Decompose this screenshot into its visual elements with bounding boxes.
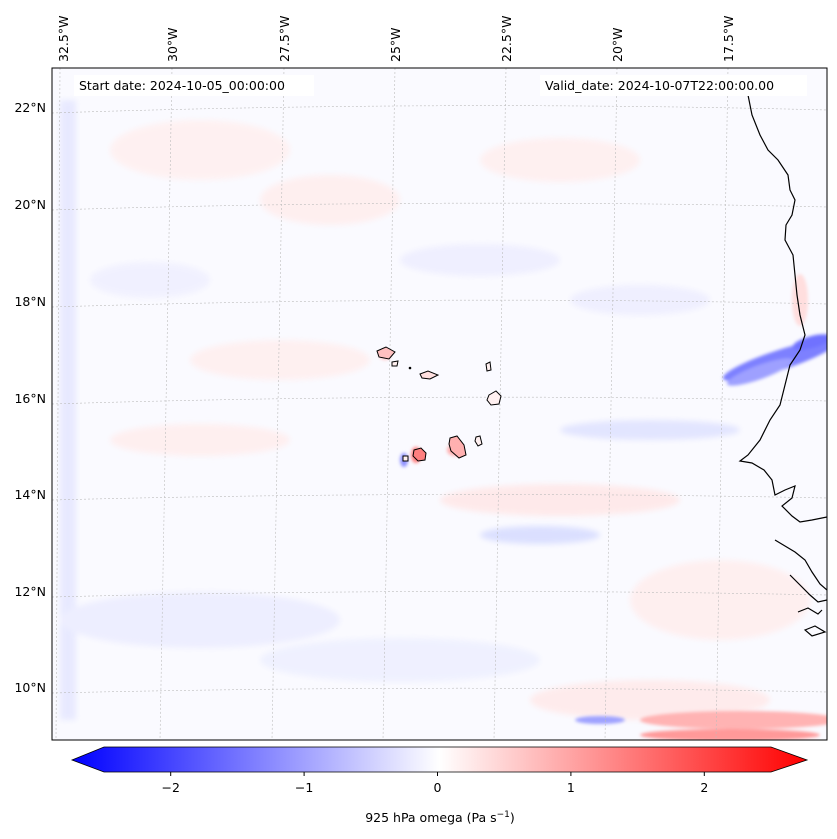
island-sal <box>485 361 492 372</box>
island-maio <box>474 435 483 447</box>
island-sao-nicolau <box>419 370 440 380</box>
island-fogo <box>412 447 427 462</box>
map-panel: Start date: 2024-10-05_00:00:00 Valid_da… <box>14 16 828 741</box>
colorbar-tick-label: −1 <box>295 780 313 795</box>
omega-field <box>52 68 827 740</box>
valid-date-label: Valid_date: 2024-10-07T22:00:00.00 <box>545 78 774 93</box>
lon-label: 25°W <box>388 27 403 62</box>
island-brava <box>402 455 409 462</box>
island-santo-antao <box>376 346 396 360</box>
colorbar-tick-label: 0 <box>434 780 442 795</box>
lat-label: 16°N <box>14 391 46 406</box>
colorbar: −2 −1 0 1 2 925 hPa omega (Pa s−1) <box>70 746 809 825</box>
valid-date-box <box>540 75 807 96</box>
lat-label: 14°N <box>14 487 46 502</box>
colorbar-tick-label: 2 <box>700 780 708 795</box>
island-sao-vicente <box>391 360 399 367</box>
lat-label: 20°N <box>14 197 46 212</box>
island-boa-vista <box>486 390 502 406</box>
colorbar-label-main: 925 hPa omega (Pa s <box>365 810 496 825</box>
start-date-label: Start date: 2024-10-05_00:00:00 <box>79 78 285 93</box>
map-frame <box>51 67 828 741</box>
lon-label: 22.5°W <box>499 16 514 62</box>
lon-label: 30°W <box>165 27 180 62</box>
lon-label: 32.5°W <box>56 16 71 62</box>
start-date-box <box>74 75 314 96</box>
lon-label: 17.5°W <box>721 16 736 62</box>
graticule <box>52 68 827 740</box>
colorbar-label: 925 hPa omega (Pa s−1) <box>365 810 515 825</box>
colorbar-bar <box>70 746 809 773</box>
lon-label: 20°W <box>610 27 625 62</box>
island-santa-luzia <box>408 366 412 370</box>
lat-label: 12°N <box>14 584 46 599</box>
colorbar-tick-label: 1 <box>567 780 575 795</box>
island-santiago <box>448 435 467 459</box>
latitude-labels: 22°N 20°N 18°N 16°N 14°N 12°N 10°N <box>14 100 46 695</box>
cape-verde-islands <box>376 346 502 462</box>
coastline <box>738 74 827 637</box>
lon-label: 27.5°W <box>277 16 292 62</box>
lat-label: 18°N <box>14 294 46 309</box>
lat-label: 22°N <box>14 100 46 115</box>
longitude-labels: 32.5°W 30°W 27.5°W 25°W 22.5°W 20°W 17.5… <box>56 16 736 62</box>
colorbar-label-close: ) <box>510 810 515 825</box>
lat-label: 10°N <box>14 680 46 695</box>
colorbar-tick-label: −2 <box>161 780 179 795</box>
colorbar-ticks: −2 −1 0 1 2 <box>161 772 708 795</box>
colorbar-label-sup: −1 <box>497 810 510 820</box>
